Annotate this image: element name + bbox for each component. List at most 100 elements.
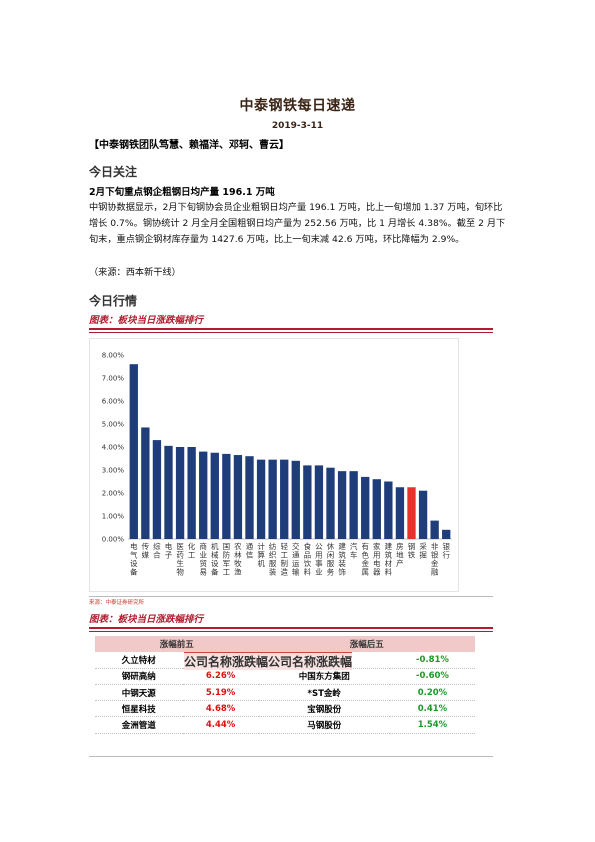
figure2-caption: 图表：板块当日涨跌幅排行: [89, 614, 204, 625]
y-tick-label: 6.00%: [102, 398, 125, 406]
report-title: 中泰钢铁每日速递: [239, 98, 356, 114]
chart-svg: 0.00% 1.00% 2.00% 3.00% 4.00% 5.00% 6.00% 7.00%…: [102, 352, 452, 577]
bar-7: [210, 452, 219, 539]
x-tick-label: 商业贸易: [199, 541, 207, 577]
table-row: 金洲管道 4.44% 马钢股份 1.54%: [95, 716, 475, 734]
x-tick-label: 休闲服务: [327, 541, 335, 577]
col-company: 公司名称: [184, 652, 233, 671]
news-source: （来源：西本新干线）: [89, 267, 181, 278]
x-tick-label: 国防军工: [223, 542, 231, 577]
bar-23: [395, 487, 405, 539]
y-tick-label: 0.00%: [102, 536, 125, 544]
x-tick-label: 银行: [442, 542, 450, 560]
market-heading: 今日行情: [89, 294, 138, 308]
bar-0: [129, 364, 138, 539]
rank-group-header: 涨幅前五 涨幅后五: [95, 636, 475, 653]
bar-8: [222, 453, 231, 539]
bar-2: [152, 440, 162, 539]
x-tick-label: 农林牧渔: [234, 541, 242, 577]
bottom-company-change: 0.41%: [389, 700, 475, 718]
col-change: 涨跌幅: [232, 652, 269, 671]
x-tick-label: 计算机: [257, 541, 265, 568]
bar-12: [268, 459, 277, 539]
x-tick-label: 建筑材料: [385, 541, 393, 577]
figure1-caption-bar: 图表：板块当日涨跌幅排行: [89, 313, 493, 333]
bar-21: [372, 479, 381, 539]
bottom-company-change: -0.60%: [389, 668, 475, 686]
rank-column-header: 公司名称 涨跌幅 公司名称 涨跌幅: [184, 652, 353, 671]
sector-bar-chart: 0.00% 1.00% 2.00% 3.00% 4.00% 5.00% 6.00% 7.00%…: [89, 338, 459, 592]
bar-20: [361, 476, 370, 539]
x-tick-label: 纺织服装: [269, 541, 277, 577]
x-tick-label: 传媒: [142, 541, 150, 560]
bar-6: [199, 451, 208, 539]
top-company-name: 中钢天源: [95, 684, 183, 702]
top-company-name: 久立特材: [95, 652, 183, 669]
bar-3: [164, 445, 173, 539]
x-tick-label: 非银金融: [431, 541, 439, 577]
x-tick-label: 食品饮料: [304, 541, 312, 577]
report-date: 2019-3-11: [271, 121, 324, 131]
y-tick-label: 2.00%: [102, 490, 125, 498]
x-tick-label: 采掘: [419, 541, 427, 560]
col-company: 公司名称: [268, 652, 317, 671]
y-tick-label: 7.00%: [102, 375, 125, 383]
y-tick-label: 1.00%: [102, 513, 125, 521]
bar-4: [175, 447, 185, 539]
top-company-name: 钢研高纳: [95, 668, 183, 686]
x-tick-label: 轻工制造: [280, 541, 288, 577]
bar-10: [245, 456, 254, 539]
x-tick-label: 房地产: [396, 541, 404, 568]
bottom-company-name: 宝钢股份: [258, 700, 390, 718]
top-company-change: 4.68%: [182, 700, 259, 718]
x-tick-label: 电气设备: [130, 541, 138, 577]
bar-5: [187, 447, 196, 539]
top-five-header: 涨幅前五: [95, 636, 259, 653]
col-change: 涨跌幅: [316, 652, 353, 671]
bar-24: [407, 487, 416, 539]
bar-26: [430, 520, 439, 539]
top-company-change: 6.26%: [182, 668, 259, 686]
x-tick-label: 交通运输: [292, 541, 300, 577]
today-focus-heading: 今日关注: [89, 165, 138, 179]
figure2-caption-bar: 图表：板块当日涨跌幅排行: [89, 612, 493, 632]
top-company-name: 金洲管道: [95, 716, 183, 734]
bar-9: [233, 455, 243, 539]
x-tick-label: 建筑装饰: [338, 541, 346, 577]
x-tick-label: 汽车: [350, 541, 358, 560]
bottom-company-name: 中国东方集团: [258, 668, 390, 686]
table-row: 恒星科技 4.68% 宝钢股份 0.41%: [95, 700, 475, 718]
bar-13: [280, 459, 289, 539]
bottom-company-name: 马钢股份: [258, 716, 390, 734]
x-tick-label: 化工: [188, 541, 196, 560]
x-tick-label: 综合: [153, 541, 161, 560]
y-tick-label: 4.00%: [102, 444, 125, 452]
x-tick-label: 通信: [246, 541, 254, 560]
bottom-five-header: 涨幅后五: [258, 636, 475, 653]
team-line: 【中泰钢铁团队笃慧、赖福洋、邓轲、曹云】: [89, 140, 289, 151]
rank-table: 涨幅前五 涨幅后五 公司名称 涨跌幅 公司名称 涨跌幅 久立特材7.38%*ST…: [95, 636, 475, 734]
x-tick-label: 公用事业: [315, 542, 323, 577]
bar-14: [291, 460, 300, 539]
source-divider: [89, 596, 493, 597]
x-tick-label: 医药生物: [176, 542, 184, 577]
bottom-company-change: -0.81%: [389, 652, 475, 669]
y-tick-label: 3.00%: [102, 467, 125, 475]
news-body: 中钢协数据显示，2月下旬钢协会员企业粗钢日均产量 196.1 万吨，比上一旬增加…: [89, 202, 506, 245]
bar-25: [418, 490, 428, 539]
table-divider: [89, 756, 493, 757]
top-company-name: 恒星科技: [95, 700, 183, 718]
x-tick-label: 有色金属: [361, 541, 369, 577]
top-company-change: 5.19%: [182, 684, 259, 702]
bar-27: [442, 529, 451, 539]
y-tick-label: 5.00%: [102, 421, 125, 429]
bar-19: [349, 471, 358, 539]
bar-18: [337, 471, 347, 539]
x-tick-label: 电子: [165, 541, 173, 560]
bottom-company-change: 0.20%: [389, 684, 475, 702]
bar-1: [141, 427, 150, 539]
x-tick-label: 家用电器: [373, 541, 381, 577]
x-tick-label: 机械设备: [211, 541, 219, 577]
y-tick-label: 8.00%: [102, 352, 125, 360]
x-tick-label: 钢铁: [408, 541, 416, 560]
